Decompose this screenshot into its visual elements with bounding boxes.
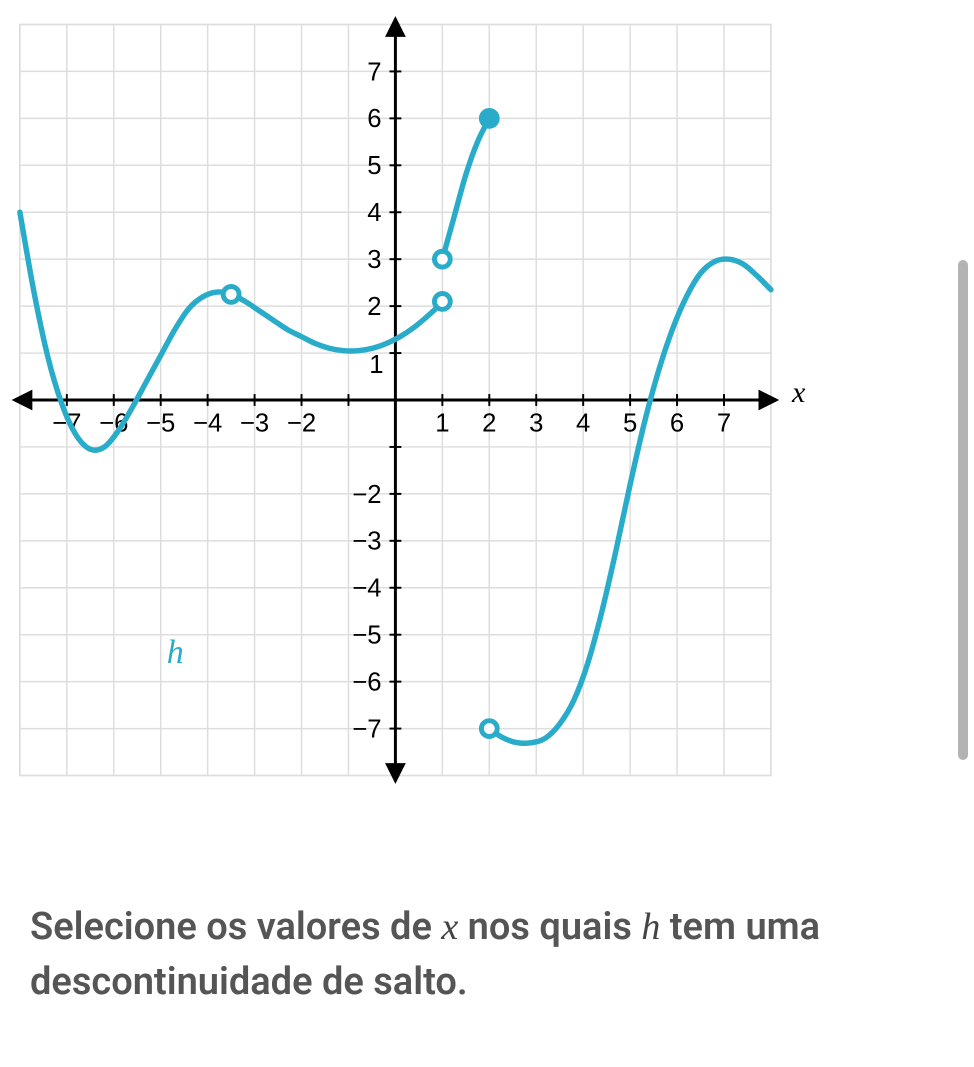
x-tick-label: −4 — [193, 410, 222, 438]
y-tick-label: 3 — [367, 246, 381, 274]
y-tick-label: 7 — [367, 58, 381, 86]
scrollbar-thumb[interactable] — [958, 260, 968, 760]
x-tick-label: 6 — [670, 410, 684, 438]
function-label: h — [167, 634, 184, 672]
x-tick-label: 5 — [623, 410, 637, 438]
x-tick-label: 7 — [717, 410, 731, 438]
x-tick-label: 4 — [576, 410, 590, 438]
x-tick-label: −3 — [240, 410, 269, 438]
q-pre: Selecione os valores de — [30, 905, 441, 949]
y-tick-label: −5 — [352, 622, 381, 650]
q-var-h: h — [641, 906, 660, 948]
x-tick-label: 3 — [529, 410, 543, 438]
y-tick-label: 2 — [367, 293, 381, 321]
q-var-x: x — [441, 906, 458, 948]
chart-container: 1234567−7−6−5−4−3−22345671−2−3−4−5−6−7 x… — [10, 10, 850, 794]
x-tick-label: −2 — [287, 410, 316, 438]
y-tick-label: −6 — [352, 669, 381, 697]
x-tick-label: 1 — [435, 410, 449, 438]
y-tick-label: 4 — [367, 199, 381, 227]
y-tick-label: −2 — [352, 481, 381, 509]
y-tick-label-one: 1 — [369, 351, 383, 379]
y-tick-label: 5 — [367, 152, 381, 180]
chart-svg: 1234567−7−6−5−4−3−22345671−2−3−4−5−6−7 — [10, 10, 850, 790]
marker-open — [481, 721, 497, 737]
marker-closed — [481, 110, 497, 126]
x-tick-label: −5 — [146, 410, 175, 438]
y-tick-label: −4 — [352, 575, 381, 603]
y-tick-label: −3 — [352, 528, 381, 556]
y-tick-label: 6 — [367, 105, 381, 133]
marker-open — [434, 251, 450, 267]
x-tick-label: 2 — [482, 410, 496, 438]
x-axis-label: x — [792, 376, 805, 410]
question-text: Selecione os valores de x nos quais h te… — [30, 900, 840, 1010]
y-tick-label: −7 — [352, 715, 381, 743]
marker-open — [434, 294, 450, 310]
q-mid: nos quais — [458, 905, 641, 949]
marker-open — [223, 286, 239, 302]
